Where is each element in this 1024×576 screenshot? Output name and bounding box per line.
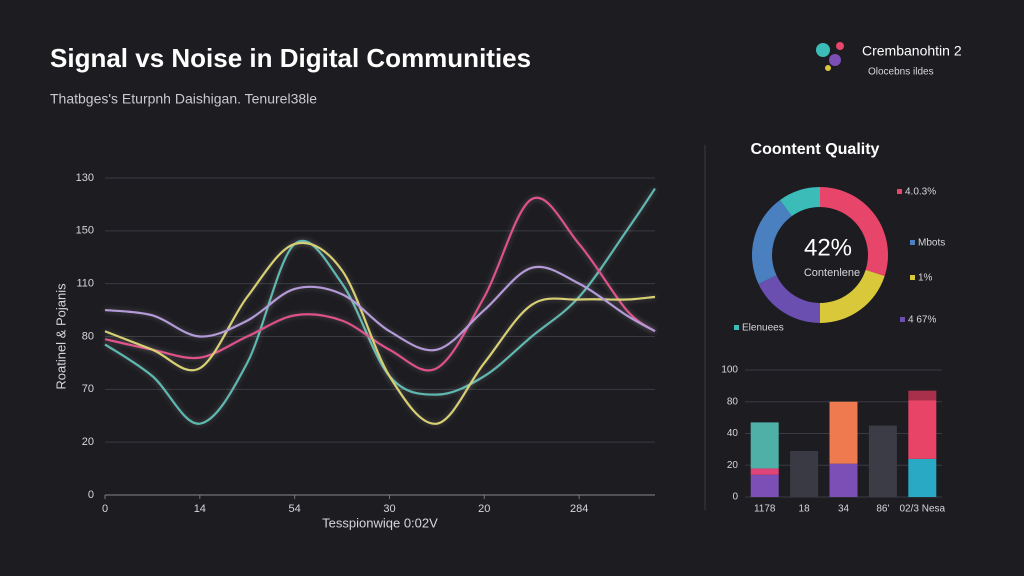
x-tick-label: 30 xyxy=(383,503,395,515)
donut-segment xyxy=(780,187,820,217)
bar-segment xyxy=(790,450,819,497)
x-tick-label: 54 xyxy=(289,503,301,515)
x-tick-label: 34 xyxy=(838,504,850,515)
line-series xyxy=(104,265,656,352)
bar-segment xyxy=(829,401,858,464)
x-tick-label: 20 xyxy=(478,503,490,515)
y-tick-label: 70 xyxy=(82,383,94,395)
legend-swatch xyxy=(910,240,915,245)
legend-label: 1% xyxy=(918,273,933,284)
donut-title: Coontent Quality xyxy=(751,141,880,158)
x-tick-label: 0 xyxy=(102,503,108,515)
line-series xyxy=(104,241,656,425)
bar-segment xyxy=(750,474,779,497)
x-tick-label: 02/3 Nesa xyxy=(900,504,946,515)
donut-segment xyxy=(820,269,885,323)
legend-swatch xyxy=(910,275,915,280)
y-tick-label: 80 xyxy=(82,330,94,342)
brand-name: Crembanohtin 2 xyxy=(862,43,962,59)
legend-label: Mbots xyxy=(918,238,945,249)
brand-icon xyxy=(816,42,844,71)
donut-caption: Contenlene xyxy=(804,267,860,279)
bar-segment xyxy=(908,390,937,401)
bar-segment xyxy=(829,463,858,497)
x-tick-label: 18 xyxy=(799,504,811,515)
x-axis-label: Tesspionwiqe 0:02V xyxy=(322,515,438,530)
donut-segment xyxy=(820,187,888,277)
y-tick-label: 80 xyxy=(727,396,739,407)
y-tick-label: 0 xyxy=(732,492,738,503)
page-title: Signal vs Noise in Digital Communities xyxy=(50,43,531,73)
donut-center: 42% xyxy=(804,234,852,261)
line-series xyxy=(104,187,656,425)
bar-segment xyxy=(750,422,779,469)
brand-subtitle: Olocebns ildes xyxy=(868,67,934,78)
legend-label: 4.0.3% xyxy=(905,187,936,198)
x-tick-label: 1178 xyxy=(754,504,776,515)
y-axis-label: Roatinel & Pojanis xyxy=(53,283,68,390)
x-tick-label: 86' xyxy=(876,504,889,515)
y-tick-label: 100 xyxy=(721,365,738,376)
legend-swatch xyxy=(900,317,905,322)
donut-segment xyxy=(751,199,792,284)
bar-segment xyxy=(868,425,897,497)
line-series xyxy=(104,196,656,372)
y-tick-label: 150 xyxy=(76,225,94,237)
legend-label: 4 67% xyxy=(908,315,936,326)
y-tick-label: 20 xyxy=(82,436,94,448)
y-tick-label: 20 xyxy=(727,460,739,471)
y-tick-label: 110 xyxy=(76,278,94,290)
legend-swatch xyxy=(897,189,902,194)
bar-segment xyxy=(908,400,937,459)
bar-segment xyxy=(908,458,937,497)
legend-label: Elenuees xyxy=(742,323,784,334)
y-tick-label: 40 xyxy=(727,428,739,439)
x-tick-label: 14 xyxy=(194,503,206,515)
bar-segment xyxy=(750,468,779,475)
x-tick-label: 284 xyxy=(570,503,588,515)
page-subtitle: Thatbges's Eturpnh Daishigan. Tenurel38l… xyxy=(50,91,317,107)
y-tick-label: 130 xyxy=(76,172,94,184)
legend-swatch xyxy=(734,325,739,330)
y-tick-label: 0 xyxy=(88,489,94,501)
donut-segment xyxy=(758,275,820,323)
